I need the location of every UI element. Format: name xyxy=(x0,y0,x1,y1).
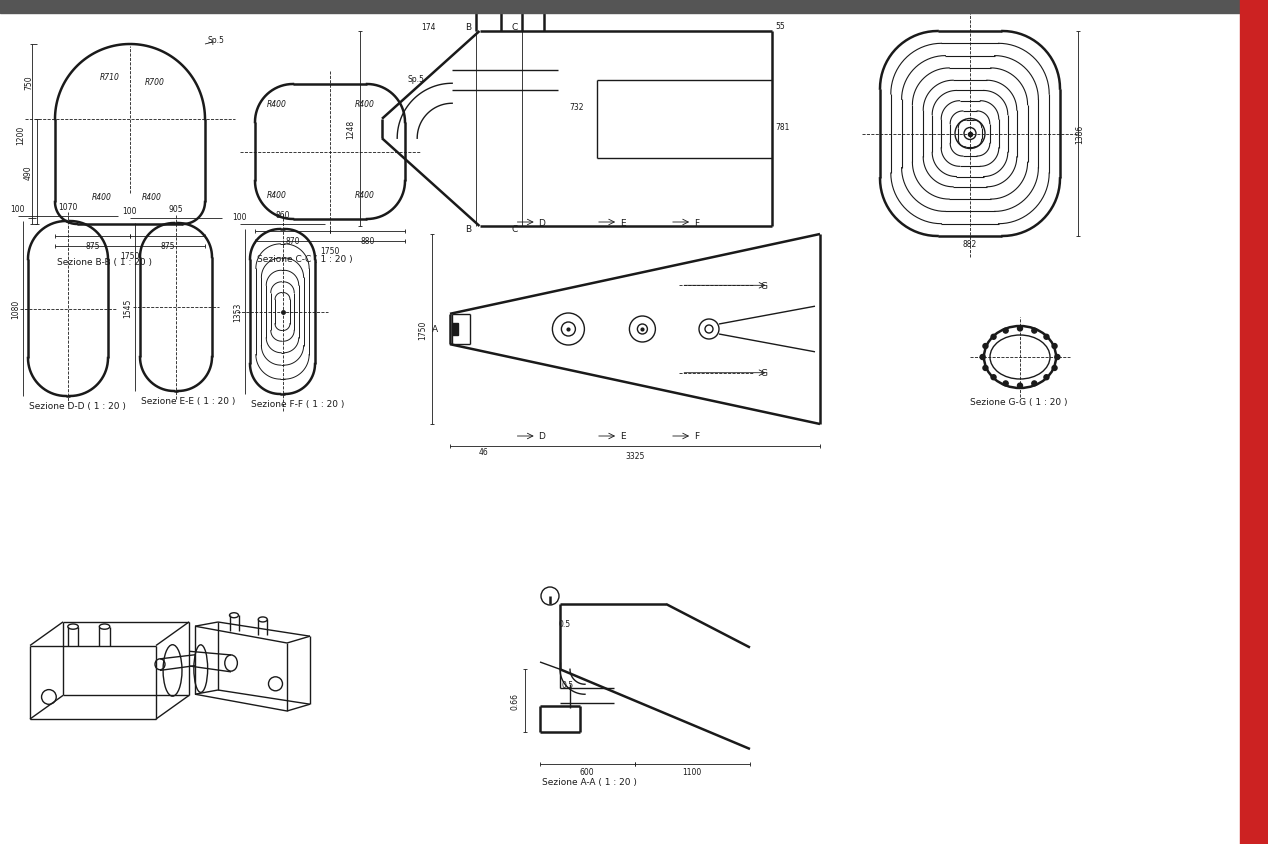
Text: A: A xyxy=(432,325,439,334)
Circle shape xyxy=(1044,335,1049,340)
Circle shape xyxy=(980,355,985,360)
Text: 1750: 1750 xyxy=(120,252,139,261)
Text: 870: 870 xyxy=(285,236,299,246)
Text: Sezione C-C ( 1 : 20 ): Sezione C-C ( 1 : 20 ) xyxy=(257,255,353,263)
Text: F: F xyxy=(694,219,699,227)
Text: 1386: 1386 xyxy=(1075,125,1084,144)
Text: 600: 600 xyxy=(579,767,595,776)
Circle shape xyxy=(983,366,988,371)
Text: 882: 882 xyxy=(962,240,978,249)
Bar xyxy=(0,0,1268,14)
Text: 0.5: 0.5 xyxy=(560,680,573,689)
Text: 732: 732 xyxy=(569,103,585,112)
Text: 3325: 3325 xyxy=(625,452,644,461)
Text: 174: 174 xyxy=(421,23,436,32)
Text: 1080: 1080 xyxy=(11,300,20,319)
Text: R400: R400 xyxy=(355,191,375,200)
Text: R710: R710 xyxy=(100,73,120,82)
Circle shape xyxy=(992,335,997,340)
Text: D: D xyxy=(539,219,545,227)
Text: Sp.5: Sp.5 xyxy=(408,75,425,84)
Text: 1353: 1353 xyxy=(233,302,242,322)
Bar xyxy=(451,324,458,335)
Text: Sezione G-G ( 1 : 20 ): Sezione G-G ( 1 : 20 ) xyxy=(970,398,1068,407)
Circle shape xyxy=(1052,344,1058,349)
Text: Sp.5: Sp.5 xyxy=(208,36,224,45)
Text: 1750: 1750 xyxy=(321,246,340,256)
Text: E: E xyxy=(620,432,625,441)
Text: 875: 875 xyxy=(160,241,175,251)
Circle shape xyxy=(983,344,988,349)
Text: 0.66: 0.66 xyxy=(511,692,520,709)
Circle shape xyxy=(1055,355,1060,360)
Text: C: C xyxy=(511,225,517,234)
Text: E: E xyxy=(620,219,625,227)
Text: R400: R400 xyxy=(355,100,375,109)
Bar xyxy=(1240,0,1268,844)
Circle shape xyxy=(1017,384,1022,388)
Text: 1750: 1750 xyxy=(418,320,427,339)
Circle shape xyxy=(1003,381,1008,387)
Text: R700: R700 xyxy=(145,78,165,87)
Text: 1070: 1070 xyxy=(58,203,77,212)
Text: 880: 880 xyxy=(360,236,374,246)
Text: 781: 781 xyxy=(775,122,790,132)
Text: 0.5: 0.5 xyxy=(559,619,571,628)
Text: B: B xyxy=(465,23,470,32)
Text: F: F xyxy=(694,432,699,441)
Circle shape xyxy=(1052,366,1058,371)
Text: G: G xyxy=(761,281,768,290)
Text: 860: 860 xyxy=(275,211,290,219)
Text: 1200: 1200 xyxy=(16,125,25,144)
Circle shape xyxy=(1032,328,1037,333)
Text: 1100: 1100 xyxy=(682,767,702,776)
Circle shape xyxy=(1032,381,1037,387)
Text: 100: 100 xyxy=(10,205,25,214)
Circle shape xyxy=(1017,327,1022,332)
Text: Sezione B-B ( 1 : 20 ): Sezione B-B ( 1 : 20 ) xyxy=(57,257,152,267)
Circle shape xyxy=(1044,376,1049,381)
Text: C: C xyxy=(511,23,517,32)
Text: R400: R400 xyxy=(93,192,112,202)
Text: 100: 100 xyxy=(232,213,247,222)
Text: 55: 55 xyxy=(775,22,785,31)
Text: D: D xyxy=(539,432,545,441)
Text: R400: R400 xyxy=(142,192,162,202)
Text: 750: 750 xyxy=(24,75,33,89)
Text: Sezione F-F ( 1 : 20 ): Sezione F-F ( 1 : 20 ) xyxy=(251,399,345,408)
Text: R400: R400 xyxy=(268,100,287,109)
Text: Sezione A-A ( 1 : 20 ): Sezione A-A ( 1 : 20 ) xyxy=(541,777,637,786)
Text: 100: 100 xyxy=(123,207,137,216)
Text: Sezione E-E ( 1 : 20 ): Sezione E-E ( 1 : 20 ) xyxy=(141,397,236,405)
Text: 46: 46 xyxy=(478,447,488,457)
Text: 1545: 1545 xyxy=(123,298,132,317)
Circle shape xyxy=(992,376,997,381)
Circle shape xyxy=(1003,328,1008,333)
Text: 875: 875 xyxy=(85,241,100,251)
Text: B: B xyxy=(465,225,470,234)
Text: R400: R400 xyxy=(268,191,287,200)
Text: 1248: 1248 xyxy=(346,120,355,139)
Text: Sezione D-D ( 1 : 20 ): Sezione D-D ( 1 : 20 ) xyxy=(29,402,126,410)
Text: 490: 490 xyxy=(24,165,33,180)
Text: G: G xyxy=(761,369,768,378)
Text: 905: 905 xyxy=(169,205,184,214)
